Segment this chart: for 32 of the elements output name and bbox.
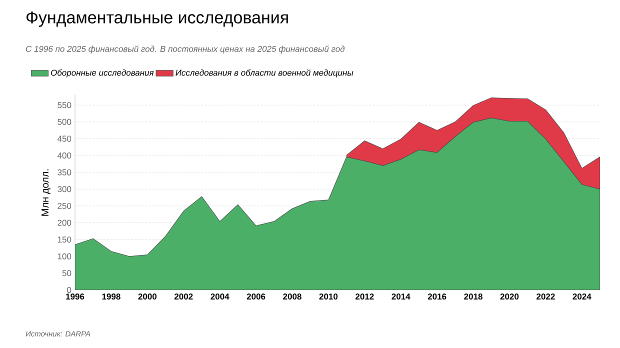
x-tick-label: 1996 (66, 294, 84, 300)
x-tick-label: 2020 (500, 294, 519, 300)
x-tick-label: 2000 (138, 294, 157, 300)
y-tick-label: 150 (58, 236, 72, 243)
y-tick-label: 300 (58, 186, 72, 192)
y-tick-label: 250 (58, 202, 72, 209)
y-tick-label: 50 (62, 270, 72, 276)
y-tick-label: 350 (58, 169, 72, 176)
legend-label: Исследования в области военной медицины (176, 69, 354, 78)
x-tick-label: 2014 (392, 294, 410, 300)
x-tick-label: 2008 (283, 294, 302, 300)
x-tick-label: 2006 (246, 294, 266, 300)
y-tick-label: 550 (58, 102, 72, 108)
x-tick-label: 2018 (464, 294, 482, 300)
chart-title: Фундаментальные исследования (26, 12, 288, 27)
y-axis-title: Млн долл. (42, 169, 50, 216)
x-tick-label: 2010 (319, 294, 338, 300)
y-tick-label: 100 (58, 253, 72, 260)
y-tick-label: 0 (67, 286, 72, 294)
x-tick-label: 2024 (572, 294, 592, 300)
chart-subtitle: С 1996 по 2025 финансовый год. В постоянных ценах на 2025 финансовый год (26, 46, 345, 54)
legend-label: Оборонные исследования (50, 69, 154, 78)
x-tick-label: 2012 (356, 294, 374, 300)
y-tick-label: 400 (57, 152, 72, 159)
y-tick-label: 200 (58, 220, 72, 226)
x-tick-label: 2022 (536, 294, 555, 300)
y-tick-label: 500 (58, 118, 72, 125)
y-tick-label: 450 (57, 136, 72, 142)
x-tick-label: 1998 (102, 294, 120, 300)
x-tick-label: 2016 (428, 294, 446, 300)
x-tick-label: 2004 (210, 294, 230, 300)
x-tick-label: 2002 (174, 294, 193, 300)
